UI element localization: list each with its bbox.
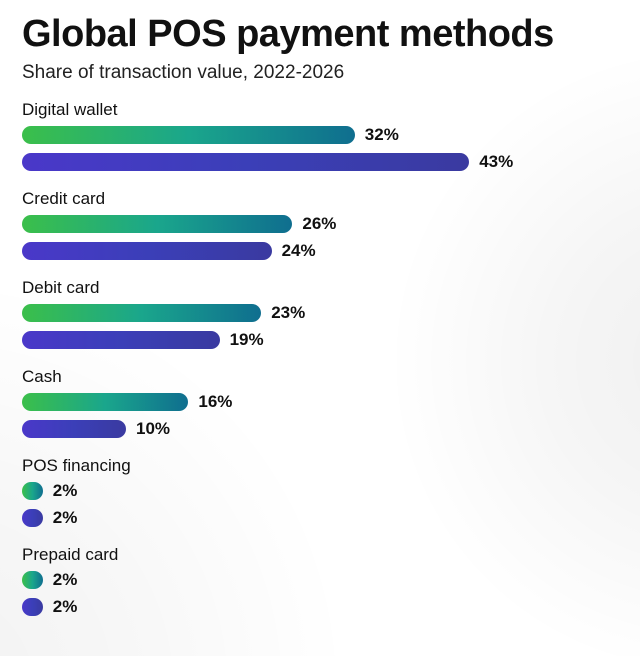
category-group: Credit card 26% 24%: [22, 189, 620, 262]
chart-subtitle: Share of transaction value, 2022-2026: [22, 62, 620, 84]
bar: [22, 420, 126, 438]
bar: [22, 393, 188, 411]
bar-value-label: 2%: [53, 481, 78, 501]
category-label: Prepaid card: [22, 545, 620, 565]
bar-row: 32%: [22, 124, 620, 146]
bar: [22, 242, 272, 260]
bar: [22, 331, 220, 349]
bar-row: 24%: [22, 240, 620, 262]
chart-title: Global POS payment methods: [22, 14, 620, 56]
category-label: POS financing: [22, 456, 620, 476]
category-group: Prepaid card 2% 2%: [22, 545, 620, 618]
bar: [22, 126, 355, 144]
bar-row: 2%: [22, 507, 620, 529]
bar: [22, 304, 261, 322]
category-label: Credit card: [22, 189, 620, 209]
bar: [22, 571, 43, 589]
category-group: Digital wallet 32% 43%: [22, 100, 620, 173]
bar-row: 26%: [22, 213, 620, 235]
bar-row: 2%: [22, 596, 620, 618]
bar: [22, 482, 43, 500]
bar-value-label: 32%: [365, 125, 399, 145]
bar-row: 43%: [22, 151, 620, 173]
bar-row: 19%: [22, 329, 620, 351]
bar-value-label: 19%: [230, 330, 264, 350]
category-group: Cash 16% 10%: [22, 367, 620, 440]
bar: [22, 598, 43, 616]
bar-row: 2%: [22, 569, 620, 591]
bar-value-label: 10%: [136, 419, 170, 439]
bar: [22, 153, 469, 171]
category-label: Cash: [22, 367, 620, 387]
bar-value-label: 2%: [53, 570, 78, 590]
category-group: POS financing 2% 2%: [22, 456, 620, 529]
bar-chart: Digital wallet 32% 43% Credit card 26% 24% Deb…: [22, 100, 620, 618]
bar: [22, 509, 43, 527]
bar-value-label: 43%: [479, 152, 513, 172]
bar-row: 16%: [22, 391, 620, 413]
category-label: Digital wallet: [22, 100, 620, 120]
category-label: Debit card: [22, 278, 620, 298]
bar-row: 10%: [22, 418, 620, 440]
bar: [22, 215, 292, 233]
bar-value-label: 23%: [271, 303, 305, 323]
bar-row: 2%: [22, 480, 620, 502]
bar-value-label: 2%: [53, 597, 78, 617]
category-group: Debit card 23% 19%: [22, 278, 620, 351]
bar-value-label: 24%: [282, 241, 316, 261]
bar-row: 23%: [22, 302, 620, 324]
bar-value-label: 26%: [302, 214, 336, 234]
bar-value-label: 2%: [53, 508, 78, 528]
bar-value-label: 16%: [198, 392, 232, 412]
